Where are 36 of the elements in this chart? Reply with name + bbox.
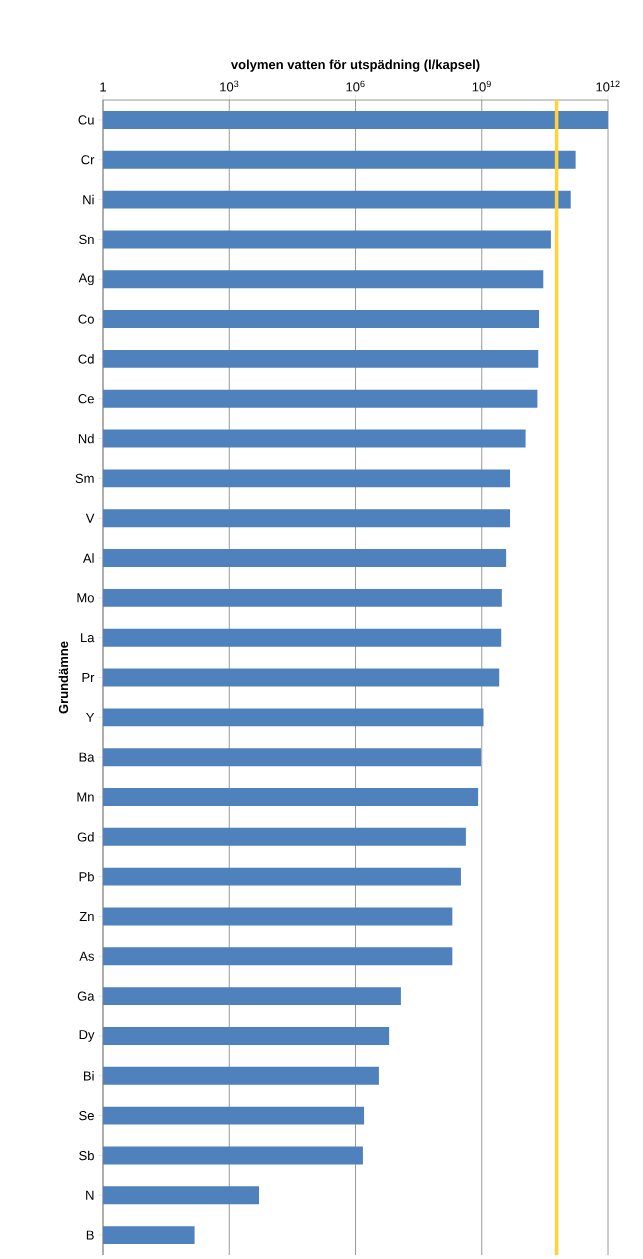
y-tick-label: Y [86, 712, 95, 722]
y-tick-label: Co [78, 314, 94, 324]
y-tick-label: Nd [78, 433, 94, 444]
y-tick-label: Sn [79, 234, 94, 245]
y-tick-label: Cu [78, 115, 94, 125]
y-tick-label: B [86, 1230, 94, 1240]
y-tick-label: Pb [79, 871, 94, 882]
y-tick-label: Dy [79, 1030, 95, 1042]
y-tick-label: Sb [79, 1150, 94, 1161]
x-axis-title: volymen vatten för utspädning (l/kapsel) [230, 59, 480, 72]
y-tick-label: Ba [79, 752, 95, 762]
y-axis-title: Grundämne [58, 641, 69, 714]
y-tick-label: As [79, 951, 95, 961]
x-tick-label: 10$^{12}$ [596, 80, 620, 92]
y-tick-label: Se [79, 1111, 94, 1121]
y-tick-label: Ag [78, 273, 94, 286]
x-tick-label: 10$^{9}$ [472, 80, 491, 92]
y-tick-label: Mn [77, 792, 94, 802]
y-tick-label: N [86, 1190, 94, 1200]
y-tick-label: Ni [83, 194, 94, 205]
y-tick-label: Ga [77, 991, 95, 1001]
y-tick-label: Zn [79, 912, 94, 921]
y-tick-label: Al [82, 553, 94, 563]
y-tick-label: Sm [75, 473, 94, 483]
y-tick-label: V [85, 513, 95, 523]
y-tick-label: Mo [77, 593, 94, 603]
y-tick-label: Cd [78, 354, 94, 364]
y-tick-label: La [81, 633, 95, 643]
x-tick-label: 10$^{3}$ [220, 80, 239, 92]
x-tick-label: 1 [100, 82, 106, 92]
y-tick-label: Cr [81, 155, 95, 165]
y-tick-label: Pr [82, 673, 95, 682]
x-tick-label: 10$^{6}$ [346, 80, 365, 92]
y-tick-label: Ce [78, 394, 94, 404]
y-tick-label: Bi [83, 1071, 94, 1081]
y-tick-label: Gd [77, 832, 94, 842]
